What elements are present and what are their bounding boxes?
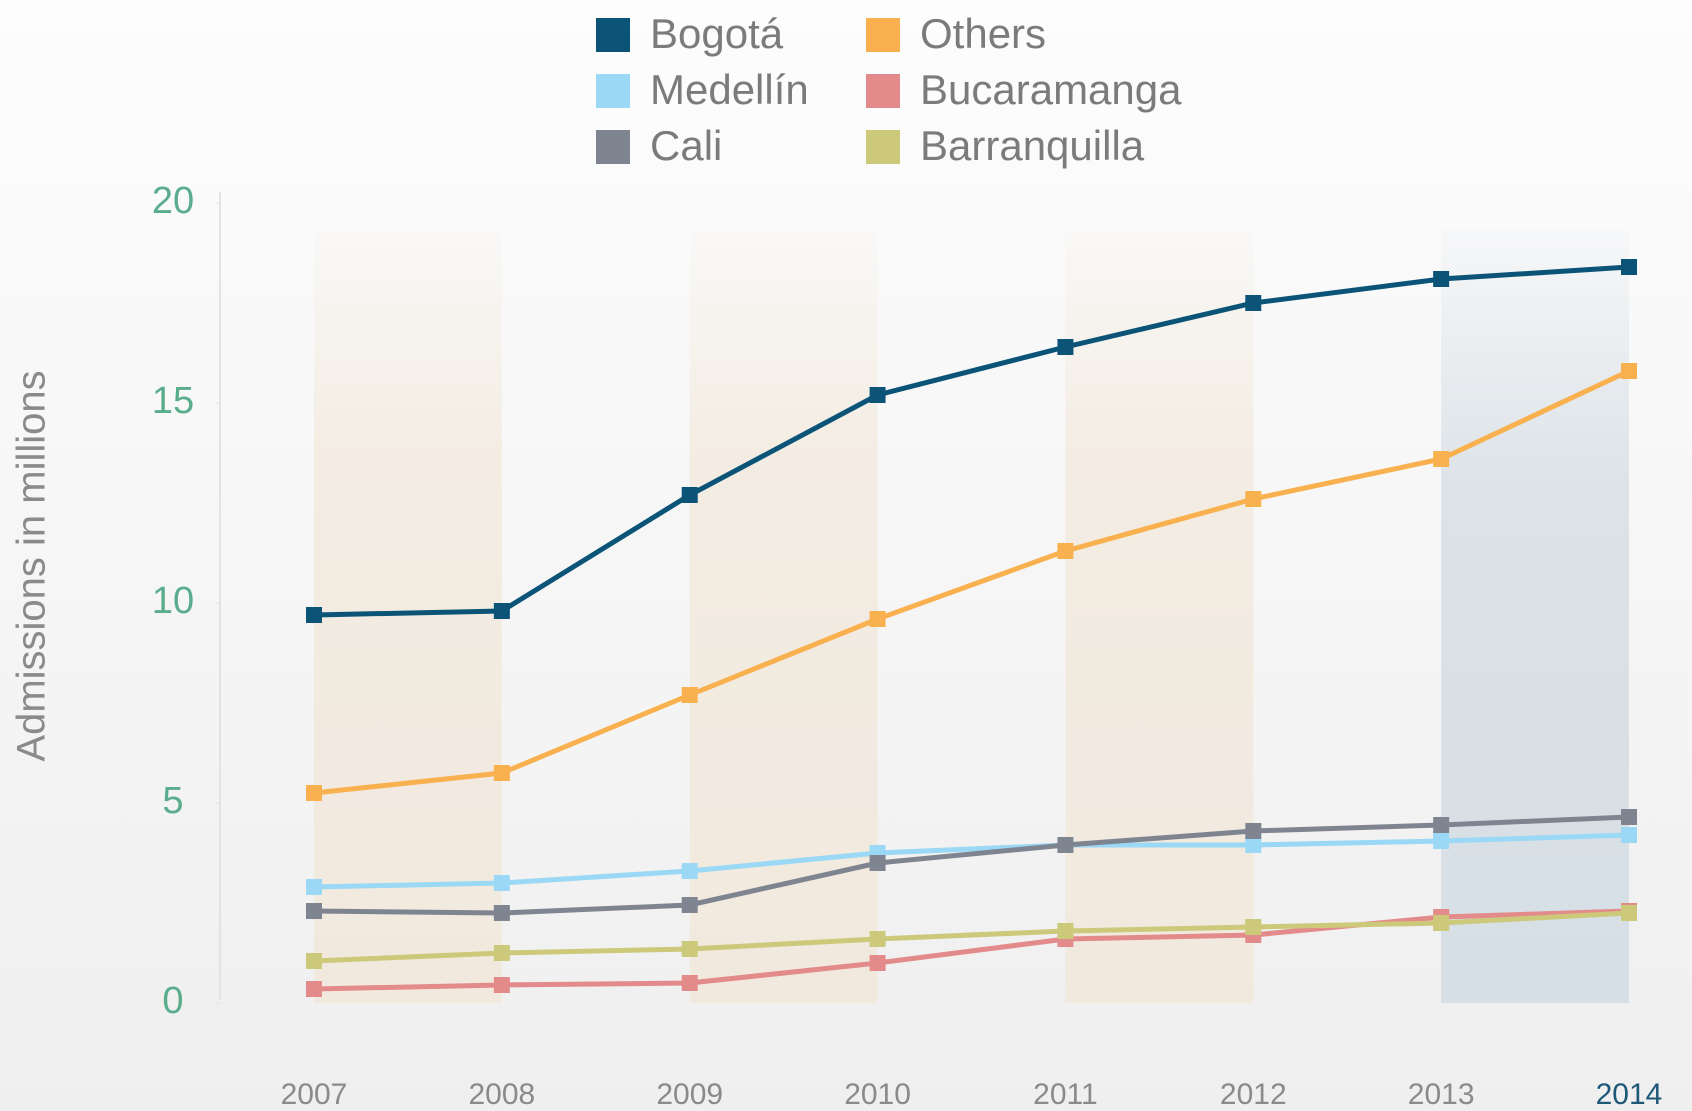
point-marker xyxy=(1245,295,1262,311)
background-band xyxy=(1065,230,1254,1003)
x-tick-label: 2007 xyxy=(281,1078,348,1111)
legend-swatch xyxy=(596,130,630,164)
point-marker xyxy=(1433,833,1450,849)
point-marker xyxy=(681,487,698,503)
point-marker xyxy=(681,941,698,957)
point-marker xyxy=(306,879,322,895)
x-tick-label: 2014 xyxy=(1596,1078,1663,1111)
point-marker xyxy=(869,931,886,947)
point-marker xyxy=(306,903,322,919)
legend-label: Bucaramanga xyxy=(920,66,1182,113)
point-marker xyxy=(869,955,886,971)
point-marker xyxy=(681,687,698,703)
point-marker xyxy=(869,611,886,627)
legend-swatch xyxy=(596,18,630,52)
background-band xyxy=(1441,230,1629,1003)
y-tick-label: 15 xyxy=(152,380,194,422)
series-line xyxy=(313,908,1630,992)
x-tick-label: 2009 xyxy=(656,1078,723,1111)
y-tick-label: 5 xyxy=(162,780,183,822)
point-marker xyxy=(1621,809,1637,825)
point-marker xyxy=(1621,827,1637,843)
point-marker xyxy=(306,981,322,997)
point-marker xyxy=(493,945,510,961)
point-marker xyxy=(1245,837,1262,853)
point-marker xyxy=(306,785,322,801)
series-line xyxy=(313,832,1630,890)
x-tick-label: 2008 xyxy=(468,1078,535,1111)
y-tick-label: 0 xyxy=(162,980,183,1022)
point-marker xyxy=(681,863,698,879)
x-tick-label: 2011 xyxy=(1033,1078,1098,1111)
legend-label: Bogotá xyxy=(650,10,784,57)
point-marker xyxy=(1057,837,1074,853)
x-tick-label: 2013 xyxy=(1408,1078,1475,1111)
point-marker xyxy=(1433,451,1450,467)
point-marker xyxy=(306,953,322,969)
x-tick-label: 2012 xyxy=(1220,1078,1287,1111)
point-marker xyxy=(1245,919,1262,935)
series-line xyxy=(313,910,1630,964)
point-marker xyxy=(1621,259,1637,275)
legend-swatch xyxy=(866,130,900,164)
series-line xyxy=(313,264,1630,618)
legend-label: Medellín xyxy=(650,66,809,113)
series-line xyxy=(313,814,1630,916)
point-marker xyxy=(1057,923,1074,939)
legend-swatch xyxy=(866,18,900,52)
legend-label: Barranquilla xyxy=(920,122,1145,169)
point-marker xyxy=(1057,543,1074,559)
point-marker xyxy=(493,875,510,891)
y-tick-label: 10 xyxy=(152,580,194,622)
point-marker xyxy=(1433,817,1450,833)
point-marker xyxy=(1433,271,1450,287)
y-axis-label: Admissions in millions xyxy=(10,370,54,761)
point-marker xyxy=(493,905,510,921)
point-marker xyxy=(1433,915,1450,931)
point-marker xyxy=(306,607,322,623)
point-marker xyxy=(1621,905,1637,921)
point-marker xyxy=(493,765,510,781)
point-marker xyxy=(1245,491,1262,507)
x-tick-label: 2010 xyxy=(844,1078,911,1111)
legend-swatch xyxy=(866,74,900,108)
legend-label: Cali xyxy=(650,122,722,169)
point-marker xyxy=(869,387,886,403)
point-marker xyxy=(493,603,510,619)
point-marker xyxy=(493,977,510,993)
point-marker xyxy=(1621,363,1637,379)
series-line xyxy=(313,368,1631,796)
legend-label: Others xyxy=(920,10,1046,57)
point-marker xyxy=(869,855,886,871)
background-band xyxy=(689,230,878,1003)
legend-swatch xyxy=(596,74,630,108)
point-marker xyxy=(681,897,698,913)
point-marker xyxy=(681,975,698,991)
point-marker xyxy=(1245,823,1262,839)
point-marker xyxy=(1057,339,1074,355)
y-tick-label: 20 xyxy=(152,180,194,222)
